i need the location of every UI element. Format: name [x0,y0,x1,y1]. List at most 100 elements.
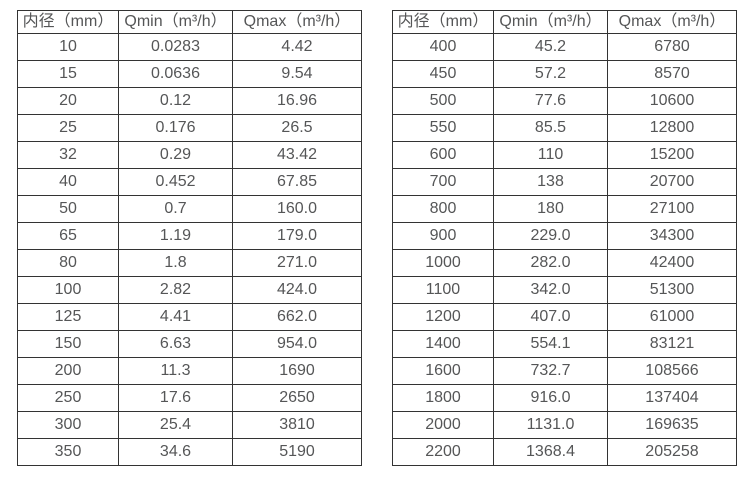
table-cell: 450 [392,60,494,88]
table-cell: 1368.4 [493,438,608,466]
table-cell: 2650 [232,384,362,412]
table-cell: 50 [17,195,119,223]
table-row: 20 0.12 16.96 [17,87,362,115]
table-row: 1200 407.0 61000 [392,303,737,331]
table-cell: 20700 [607,168,737,196]
table-row: 350 34.6 5190 [17,438,362,466]
table-cell: 43.42 [232,141,362,169]
table-cell: 12800 [607,114,737,142]
table-cell: 954.0 [232,330,362,358]
table-row: 600 110 15200 [392,141,737,169]
table-cell: 45.2 [493,33,608,61]
table-cell: 25 [17,114,119,142]
table-cell: 424.0 [232,276,362,304]
table-cell: 20 [17,87,119,115]
table-cell: 179.0 [232,222,362,250]
table-row: 250 17.6 2650 [17,384,362,412]
table-row: 40 0.452 67.85 [17,168,362,196]
table-row: 450 57.2 8570 [392,60,737,88]
table-row: 2000 1131.0 169635 [392,411,737,439]
table-cell: 916.0 [493,384,608,412]
table-cell: 125 [17,303,119,331]
table-cell: 0.12 [118,87,233,115]
table-cell: 150 [17,330,119,358]
table-cell: 1.8 [118,249,233,277]
table-cell: 138 [493,168,608,196]
table-cell: 732.7 [493,357,608,385]
table-cell: 137404 [607,384,737,412]
table-cell: 15 [17,60,119,88]
table-cell: 100 [17,276,119,304]
table-cell: 1200 [392,303,494,331]
table-cell: 2.82 [118,276,233,304]
table-cell: 0.176 [118,114,233,142]
table-row: 900 229.0 34300 [392,222,737,250]
table-cell: 1100 [392,276,494,304]
table-cell: 554.1 [493,330,608,358]
table-cell: 67.85 [232,168,362,196]
table-cell: 0.452 [118,168,233,196]
table-row: 15 0.0636 9.54 [17,60,362,88]
table-cell: 400 [392,33,494,61]
column-header: Qmin（m³/h） [118,10,233,34]
table-cell: 4.41 [118,303,233,331]
table-cell: 550 [392,114,494,142]
table-cell: 282.0 [493,249,608,277]
table-cell: 1000 [392,249,494,277]
table-cell: 600 [392,141,494,169]
table-cell: 17.6 [118,384,233,412]
table-row: 80 1.8 271.0 [17,249,362,277]
table-cell: 1600 [392,357,494,385]
table-cell: 9.54 [232,60,362,88]
table-cell: 10 [17,33,119,61]
column-header: 内径（mm） [392,10,494,34]
table-cell: 0.7 [118,195,233,223]
column-header: Qmax（m³/h） [232,10,362,34]
table-cell: 6.63 [118,330,233,358]
table-cell: 271.0 [232,249,362,277]
table-cell: 25.4 [118,411,233,439]
flow-table-large-diameters: 内径（mm） Qmin（m³/h） Qmax（m³/h） 400 45.2 6780 450… [392,10,737,466]
table-row: 1100 342.0 51300 [392,276,737,304]
header-row: 内径（mm） Qmin（m³/h） Qmax（m³/h） [17,10,362,34]
table-cell: 80 [17,249,119,277]
table-cell: 1.19 [118,222,233,250]
table-cell: 205258 [607,438,737,466]
table-cell: 34.6 [118,438,233,466]
table-cell: 180 [493,195,608,223]
table-cell: 200 [17,357,119,385]
table-cell: 11.3 [118,357,233,385]
table-cell: 6780 [607,33,737,61]
table-row: 100 2.82 424.0 [17,276,362,304]
table-cell: 61000 [607,303,737,331]
column-header: Qmin（m³/h） [493,10,608,34]
table-cell: 40 [17,168,119,196]
table-row: 32 0.29 43.42 [17,141,362,169]
table-cell: 3810 [232,411,362,439]
table-cell: 160.0 [232,195,362,223]
table-row: 500 77.6 10600 [392,87,737,115]
table-cell: 51300 [607,276,737,304]
table-cell: 900 [392,222,494,250]
table-cell: 27100 [607,195,737,223]
table-cell: 1800 [392,384,494,412]
table-cell: 42400 [607,249,737,277]
table-cell: 4.42 [232,33,362,61]
table-cell: 1131.0 [493,411,608,439]
table-cell: 15200 [607,141,737,169]
table-cell: 662.0 [232,303,362,331]
table-row: 1800 916.0 137404 [392,384,737,412]
column-header: 内径（mm） [17,10,119,34]
table-cell: 0.29 [118,141,233,169]
table-cell: 110 [493,141,608,169]
table-cell: 800 [392,195,494,223]
table-cell: 8570 [607,60,737,88]
table-cell: 83121 [607,330,737,358]
table-row: 150 6.63 954.0 [17,330,362,358]
table-row: 125 4.41 662.0 [17,303,362,331]
header-row: 内径（mm） Qmin（m³/h） Qmax（m³/h） [392,10,737,34]
table-cell: 250 [17,384,119,412]
table-cell: 0.0636 [118,60,233,88]
table-row: 700 138 20700 [392,168,737,196]
table-cell: 57.2 [493,60,608,88]
